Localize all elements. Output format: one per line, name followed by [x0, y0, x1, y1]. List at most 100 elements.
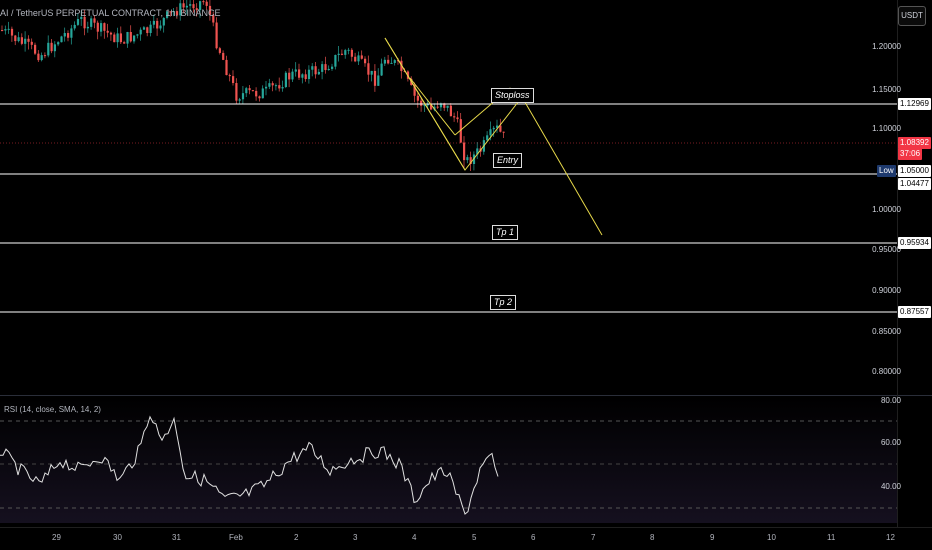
date-label: 29: [52, 533, 61, 542]
rsi-pane[interactable]: [0, 397, 897, 523]
candle-body: [314, 66, 317, 75]
candle-body: [344, 50, 347, 55]
candle-body: [311, 66, 314, 70]
candle-body: [166, 11, 169, 18]
candle-body: [463, 142, 466, 161]
candle-body: [433, 106, 436, 110]
candle-body: [456, 117, 459, 120]
candle-body: [278, 85, 281, 89]
rsi-tick: 80.00: [880, 396, 901, 405]
date-label: 9: [710, 533, 715, 542]
candle-body: [152, 20, 155, 25]
candle-body: [40, 55, 43, 61]
candle-body: [337, 53, 340, 55]
candle-body: [373, 70, 377, 86]
candle-body: [4, 29, 7, 31]
candle-body: [334, 54, 337, 67]
low-price-label: 1.05000: [898, 165, 931, 177]
candle-body: [387, 59, 390, 64]
rsi-line[interactable]: [0, 415, 499, 515]
candle-body: [416, 95, 419, 101]
candlestick-series[interactable]: [1, 0, 505, 171]
candle-body: [109, 32, 113, 35]
candle-body: [199, 1, 202, 10]
candle-body: [403, 71, 406, 73]
date-label: 3: [353, 533, 358, 542]
candle-body: [7, 28, 10, 30]
price-tick: 1.20000: [872, 42, 901, 51]
candle-body: [212, 14, 215, 23]
countdown-label: 37:06: [898, 148, 923, 160]
stoploss-price-label: 1.12969: [898, 98, 931, 110]
candle-body: [189, 4, 192, 6]
candle-body: [195, 8, 198, 10]
candle-body: [390, 62, 393, 64]
tp2-price-label: 0.87557: [898, 306, 931, 318]
candle-body: [499, 125, 502, 132]
candle-body: [317, 71, 320, 75]
date-label: 5: [472, 533, 477, 542]
candle-body: [502, 131, 505, 133]
candle-body: [423, 105, 426, 107]
candle-body: [100, 23, 103, 32]
candle-body: [222, 52, 225, 60]
candle-body: [60, 36, 63, 43]
candle-body: [159, 25, 162, 29]
candle-body: [50, 42, 53, 52]
candle-body: [205, 1, 208, 6]
date-label: 8: [650, 533, 655, 542]
entry-price-label: 1.04477: [898, 178, 931, 190]
candle-body: [172, 11, 175, 13]
channel-parallel-edge[interactable]: [409, 77, 456, 136]
entry-annotation[interactable]: Entry: [493, 153, 523, 168]
candle-body: [1, 30, 4, 31]
candle-body: [34, 44, 37, 54]
candle-body: [202, 1, 205, 3]
price-tick: 1.00000: [872, 205, 901, 214]
currency-button[interactable]: USDT: [898, 6, 926, 26]
candle-body: [57, 42, 60, 45]
candle-body: [83, 16, 86, 29]
rsi-indicator-title[interactable]: RSI (14, close, SMA, 14, 2): [4, 405, 101, 414]
symbol-title[interactable]: AI / TetherUS PERPETUAL CONTRACT, 1h, BI…: [0, 8, 221, 18]
candle-body: [90, 18, 93, 27]
candle-body: [377, 75, 380, 86]
candle-body: [413, 84, 416, 96]
candle-body: [113, 34, 116, 43]
candle-body: [304, 74, 307, 80]
candle-body: [347, 49, 350, 51]
candle-body: [238, 99, 241, 101]
candle-body: [251, 90, 254, 92]
candle-body: [93, 18, 96, 23]
candle-body: [255, 90, 258, 97]
candle-body: [192, 4, 195, 9]
candle-body: [453, 116, 456, 118]
tp2-annotation[interactable]: Tp 2: [490, 295, 517, 310]
candle-body: [331, 66, 334, 69]
candle-body: [80, 16, 83, 20]
channel-main-edge[interactable]: [384, 37, 466, 171]
tp1-annotation[interactable]: Tp 1: [492, 225, 519, 240]
price-pane[interactable]: [0, 0, 897, 395]
candle-body: [133, 35, 136, 42]
candle-body: [235, 83, 238, 101]
candle-body: [321, 64, 324, 72]
candle-body: [258, 96, 261, 99]
candle-body: [248, 88, 251, 91]
candle-body: [86, 26, 89, 29]
candle-body: [459, 119, 462, 143]
candle-body: [14, 35, 17, 42]
candle-body: [136, 34, 139, 36]
candle-body: [139, 29, 142, 35]
candle-body: [182, 3, 185, 8]
stoploss-annotation[interactable]: Stoploss: [491, 88, 534, 103]
date-label: 12: [886, 533, 895, 542]
candle-body: [430, 104, 433, 110]
candle-body: [466, 157, 469, 161]
low-tag: Low: [877, 165, 896, 177]
candle-body: [380, 63, 383, 76]
candle-body: [169, 11, 172, 13]
candle-body: [261, 88, 264, 99]
